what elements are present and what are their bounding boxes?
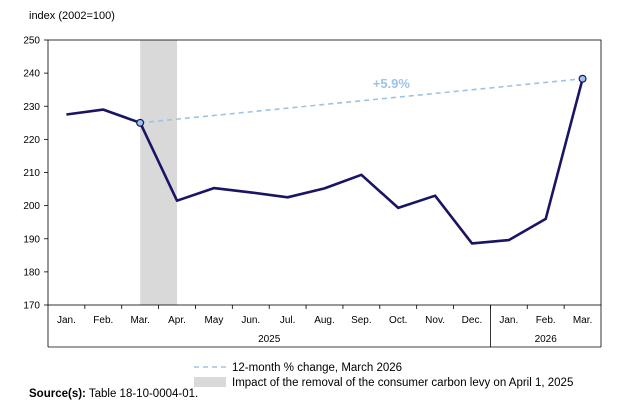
y-tick-label: 180	[23, 267, 40, 278]
y-tick-label: 170	[23, 301, 40, 312]
plot-border	[47, 39, 602, 306]
x-tick-label: Sep.	[351, 315, 372, 326]
series-marker	[136, 118, 145, 127]
series-marker	[578, 74, 587, 83]
twelve-month-change-line	[140, 77, 583, 124]
y-tick-label: 250	[23, 36, 40, 47]
x-tick-label: May	[204, 315, 223, 326]
y-tick-label: 220	[23, 135, 40, 146]
year-group-label: 2025	[258, 334, 281, 345]
source-note: Source(s): Table 18-10-0004-01.	[29, 388, 198, 400]
x-tick-label: Feb.	[93, 315, 113, 326]
source-text: Table 18-10-0004-01.	[88, 388, 199, 400]
x-tick-label: Jan.	[499, 315, 518, 326]
x-tick-label: Oct.	[389, 315, 407, 326]
x-tick-label: Feb.	[536, 315, 556, 326]
x-tick-label: Mar.	[130, 315, 149, 326]
x-tick-label: Aug.	[314, 315, 335, 326]
carbon-levy-shaded-band	[140, 40, 178, 305]
source-label: Source(s):	[29, 388, 86, 400]
y-tick-label: 240	[23, 69, 40, 80]
y-tick-label: 230	[23, 102, 40, 113]
twelve-month-change-label: +5.9%	[373, 76, 411, 91]
x-tick-label: Jul.	[280, 315, 296, 326]
y-tick-label: 210	[23, 168, 40, 179]
x-tick-label: Apr.	[168, 315, 186, 326]
y-axis-title: index (2002=100)	[29, 10, 115, 22]
legend-label-twelve-month: 12-month % change, March 2026	[232, 362, 402, 374]
cpi-series-line	[66, 78, 584, 245]
legend-label-carbon-levy: Impact of the removal of the consumer ca…	[232, 377, 573, 389]
x-tick-label: Jan.	[57, 315, 76, 326]
y-tick-label: 190	[23, 234, 40, 245]
x-tick-label: Nov.	[425, 315, 445, 326]
x-tick-label: Dec.	[462, 315, 483, 326]
year-group-label: 2026	[535, 334, 558, 345]
legend-shaded-box-swatch	[194, 377, 226, 387]
y-tick-label: 200	[23, 201, 40, 212]
x-tick-label: Mar.	[573, 315, 592, 326]
x-tick-label: Jun.	[241, 315, 260, 326]
